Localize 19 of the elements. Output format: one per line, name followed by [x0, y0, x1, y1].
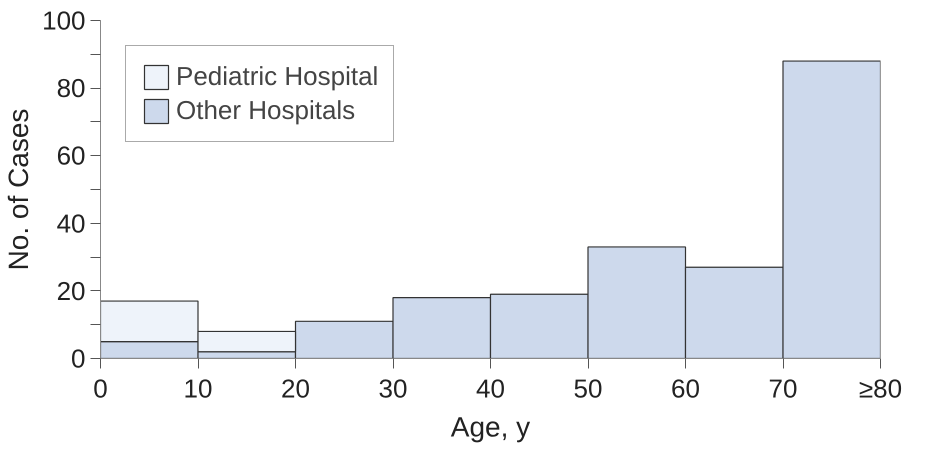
x-tick-label: 60 — [671, 374, 700, 404]
x-tick-label: 10 — [184, 374, 212, 404]
y-axis-title: No. of Cases — [3, 108, 34, 270]
x-tick-label: 30 — [378, 374, 408, 404]
x-tick-label: 40 — [476, 374, 505, 404]
x-tick-label: ≥80 — [858, 374, 902, 404]
x-tick-label: 70 — [768, 374, 798, 404]
y-tick-label: 0 — [71, 344, 86, 374]
x-axis-title: Age, y — [450, 412, 530, 442]
y-tick-label: 20 — [56, 276, 86, 306]
x-tick-label: 0 — [93, 374, 108, 404]
x-tick-label: 50 — [574, 374, 602, 404]
y-tick-label: 80 — [56, 73, 86, 104]
legend-label: Other Hospitals — [176, 95, 356, 126]
x-tick-label: 20 — [281, 374, 310, 404]
y-tick-label: 100 — [42, 6, 86, 36]
y-tick-label: 40 — [56, 208, 86, 238]
legend-label: Pediatric Hospital — [176, 61, 378, 92]
y-tick-label: 60 — [56, 140, 86, 171]
